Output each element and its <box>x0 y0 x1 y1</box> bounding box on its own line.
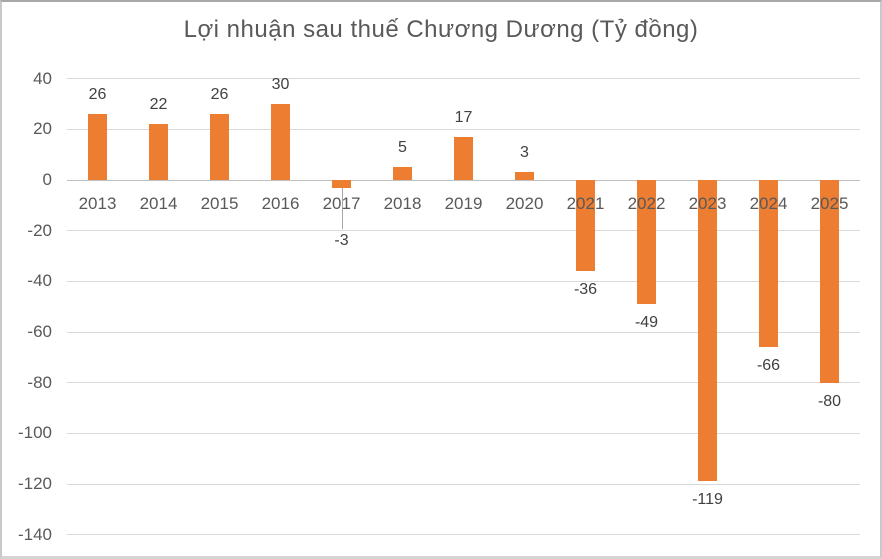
bar-2023 <box>698 180 717 482</box>
x-tick-label-2021: 2021 <box>566 194 605 213</box>
bar-2016 <box>271 104 290 180</box>
y-tick-label-0: 0 <box>42 170 52 189</box>
gridline-y--60 <box>67 331 860 333</box>
leader-line-2017 <box>342 187 343 229</box>
x-tick-label-2022: 2022 <box>627 194 666 213</box>
data-label-2018: 5 <box>398 139 407 157</box>
gridline-y--20 <box>67 230 860 232</box>
data-label-2019: 17 <box>454 108 473 126</box>
x-tick-label-2019: 2019 <box>444 194 483 213</box>
gridline-y-0 <box>67 179 860 181</box>
x-tick-label-2025: 2025 <box>810 194 849 213</box>
y-tick-label--40: -40 <box>27 271 52 291</box>
bar-2022 <box>637 180 656 305</box>
bar-2015 <box>210 114 229 180</box>
x-tick-label-2015: 2015 <box>200 194 239 213</box>
data-label-2023: -119 <box>692 491 723 509</box>
x-tick-label-2020: 2020 <box>505 194 544 213</box>
y-tick-label--20: -20 <box>27 220 52 240</box>
x-tick-label-2014: 2014 <box>139 194 178 213</box>
y-tick-label-40: 40 <box>33 68 52 88</box>
gridline-y--100 <box>67 432 860 434</box>
y-tick-label--140: -140 <box>17 524 52 544</box>
bar-2018 <box>393 167 412 180</box>
data-label-2021: -36 <box>573 281 598 299</box>
x-tick-label-2018: 2018 <box>383 194 422 213</box>
y-tick-label--60: -60 <box>27 322 52 341</box>
data-label-2022: -49 <box>634 314 659 332</box>
x-tick-label-2013: 2013 <box>78 194 117 213</box>
data-label-2025: -80 <box>817 392 842 410</box>
data-label-2016: 30 <box>271 76 290 93</box>
gridline-y--40 <box>67 280 860 282</box>
data-label-2013: 26 <box>88 86 107 104</box>
chart-title: Lợi nhuận sau thuế Chương Dương (Tỷ đồng… <box>183 16 699 43</box>
gridline-y-20 <box>67 128 860 130</box>
gridline-y-40 <box>67 78 860 80</box>
x-tick-label-2024: 2024 <box>749 194 788 213</box>
x-tick-label-2016: 2016 <box>261 194 300 213</box>
bar-2014 <box>149 124 168 180</box>
y-tick-label--120: -120 <box>17 474 52 493</box>
bar-2013 <box>88 114 107 180</box>
y-tick-label--100: -100 <box>17 423 52 443</box>
bar-2024 <box>759 180 778 348</box>
data-label-2014: 22 <box>149 96 168 114</box>
data-label-2024: -66 <box>756 357 781 375</box>
gridline-y--140 <box>67 534 860 536</box>
y-tick-label-20: 20 <box>33 119 52 139</box>
bar-2019 <box>454 136 473 180</box>
data-label-2020: 3 <box>520 144 529 162</box>
data-label-2017: -3 <box>334 232 349 249</box>
bar-2017 <box>332 180 351 188</box>
gridline-y--80 <box>67 382 860 384</box>
bar-2021 <box>576 180 595 272</box>
y-tick-label--80: -80 <box>27 372 52 392</box>
x-tick-label-2023: 2023 <box>688 194 727 213</box>
x-tick-label-2017: 2017 <box>322 194 361 213</box>
data-label-2015: 26 <box>210 86 229 104</box>
bar-2020 <box>515 172 534 180</box>
bar-2025 <box>820 180 839 383</box>
gridline-y--120 <box>67 483 860 485</box>
